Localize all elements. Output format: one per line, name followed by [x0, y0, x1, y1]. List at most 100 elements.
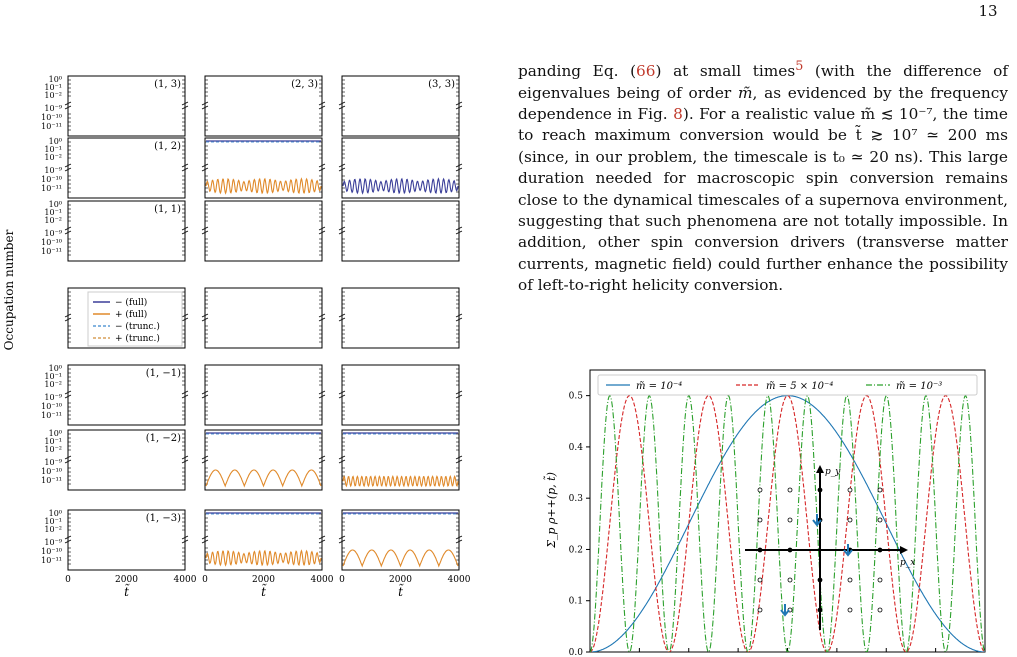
- axis-break-mark: [201, 313, 209, 322]
- y-tick-label: 10⁻¹: [44, 372, 62, 381]
- y-tick-label: 0.0: [569, 648, 584, 657]
- py-arrow-icon: [816, 465, 824, 473]
- y-tick-label: 10⁻¹¹: [41, 556, 62, 565]
- y-tick-label: 10⁻¹: [44, 517, 62, 526]
- lattice-point: [757, 607, 763, 613]
- axis-break-mark: [201, 455, 209, 464]
- lattice-point: [757, 487, 763, 493]
- oscillation-curve: [205, 177, 322, 195]
- y-tick-label: 10⁻¹¹: [41, 184, 62, 193]
- axis-break-mark: [181, 313, 189, 322]
- lattice-point: [847, 577, 853, 583]
- panel-label: (2, 3): [291, 79, 318, 90]
- footnote-ref-link[interactable]: 5: [795, 59, 804, 74]
- subplot-frame: [341, 200, 460, 262]
- y-tick-label: 10⁰: [49, 429, 62, 438]
- legend-label: − (trunc.): [115, 321, 160, 332]
- lattice-point: [757, 577, 763, 583]
- axis-break-mark: [318, 226, 326, 235]
- axis-break-mark: [201, 101, 209, 110]
- math-symbol: m̃: [737, 83, 753, 102]
- subplot-frame: [204, 287, 323, 349]
- axis-break-mark: [338, 535, 346, 544]
- y-tick-label: 10⁰: [49, 200, 62, 209]
- subplot-frame: [341, 429, 460, 491]
- panel-label: (3, 3): [428, 79, 455, 90]
- axis-break-mark: [318, 455, 326, 464]
- x-axis-label: t̃: [124, 583, 130, 599]
- y-tick-label: 10⁰: [49, 137, 62, 146]
- axis-break-mark: [455, 163, 463, 172]
- x-tick-label: 2000: [115, 575, 138, 585]
- spin-down-arrow-icon: [812, 514, 822, 527]
- figure-ref-link[interactable]: 8: [673, 104, 683, 123]
- axis-break-mark: [201, 226, 209, 235]
- conversion-chart: 0.0 0.1 0.2 0.3 0.4 0.5 Σ_p ρ++(p, t̃) m̃ = 10⁻…: [544, 369, 986, 657]
- y-tick-label: 10⁻¹: [44, 83, 62, 92]
- axis-break-mark: [455, 226, 463, 235]
- x-tick-label: 4000: [311, 575, 334, 585]
- axis-break-mark: [181, 390, 189, 399]
- lattice-point: [847, 517, 853, 523]
- y-tick-label: 10⁰: [49, 364, 62, 373]
- panel-label: (1, −2): [146, 433, 181, 444]
- axis-break-mark: [455, 455, 463, 464]
- panel-label: (1, −3): [146, 513, 181, 524]
- axis-break-mark: [455, 390, 463, 399]
- oscillation-curve: [342, 177, 459, 195]
- axis-break-mark: [64, 226, 72, 235]
- x-tick-label: 4000: [448, 575, 471, 585]
- axis-break-mark: [338, 390, 346, 399]
- axis-break-mark: [338, 313, 346, 322]
- oscillation-curve: [342, 475, 459, 488]
- occupation-figure: Occupation number10⁰10⁻¹10⁻²10⁻⁹10⁻¹⁰10⁻…: [2, 75, 471, 599]
- axis-break-mark: [338, 226, 346, 235]
- y-tick-label: 10⁻¹⁰: [41, 402, 62, 411]
- text-run: panding Eq. (: [518, 62, 637, 81]
- equation-ref-link[interactable]: 66: [636, 62, 656, 81]
- axis-break-mark: [338, 455, 346, 464]
- axis-break-mark: [338, 163, 346, 172]
- y-tick-label: 10⁻¹¹: [41, 411, 62, 420]
- lattice-point: [847, 487, 853, 493]
- axis-break-mark: [318, 390, 326, 399]
- lattice-point: [787, 577, 793, 583]
- lattice-point: [877, 487, 883, 493]
- subplot-frame: [67, 137, 186, 199]
- axis-break-mark: [181, 226, 189, 235]
- x-tick-label: 0: [65, 575, 71, 585]
- axis-break-mark: [181, 101, 189, 110]
- y-tick-label: 10⁰: [49, 509, 62, 518]
- y-tick-label: 10⁻¹¹: [41, 122, 62, 131]
- y-tick-label: 10⁻⁹: [44, 458, 62, 467]
- legend-label: + (full): [115, 309, 147, 320]
- text-run: ). For a realistic value m̃ ≲ 10⁻⁷, the …: [518, 104, 1008, 295]
- lattice-point: [877, 577, 883, 583]
- subplot-frame: [67, 364, 186, 426]
- series-line: [590, 394, 985, 652]
- chart-legend: m̃ = 10⁻⁴ m̃ = 5 × 10⁻⁴ m̃ = 10⁻³: [597, 374, 978, 396]
- subplot-frame: [204, 200, 323, 262]
- axis-break-mark: [318, 163, 326, 172]
- axis-break-mark: [181, 535, 189, 544]
- subplot-frame: [204, 137, 323, 199]
- y-tick-label: 10⁻⁹: [44, 393, 62, 402]
- y-tick-label: 10⁻²: [44, 91, 62, 100]
- axis-break-mark: [64, 101, 72, 110]
- subplot-frame: [341, 75, 460, 137]
- oscillation-curve: [342, 549, 459, 568]
- subplot-frame: [204, 429, 323, 491]
- subplot-frame: [204, 509, 323, 571]
- legend-label: − (full): [115, 297, 147, 308]
- y-tick-label: 10⁻⁹: [44, 166, 62, 175]
- x-tick-label: 0: [339, 575, 345, 585]
- legend-label: + (trunc.): [115, 333, 160, 344]
- axis-break-mark: [181, 163, 189, 172]
- body-paragraph: panding Eq. (66) at small times5 (with t…: [518, 56, 1008, 297]
- subplot-frame: [341, 137, 460, 199]
- y-tick-label: 10⁻²: [44, 445, 62, 454]
- legend-box: [87, 291, 183, 347]
- lattice-point: [787, 517, 793, 523]
- axis-break-mark: [64, 390, 72, 399]
- page-number: 13: [978, 2, 998, 20]
